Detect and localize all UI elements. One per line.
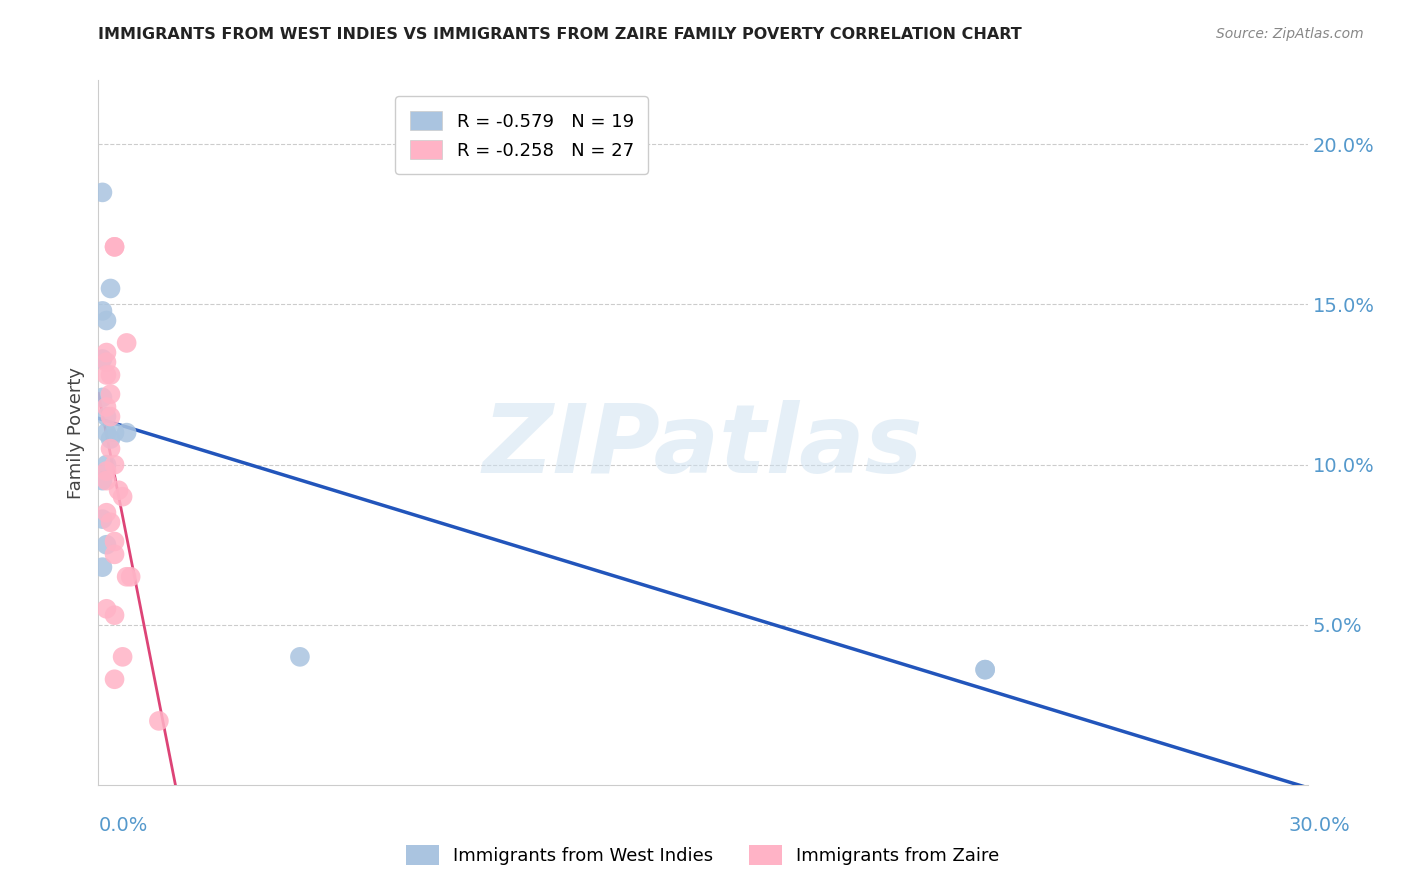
Point <box>100 387 122 401</box>
Point <box>120 570 142 584</box>
Point <box>91 186 114 200</box>
Point <box>288 649 311 664</box>
Point <box>100 409 122 424</box>
Point <box>96 464 118 478</box>
Point <box>91 474 114 488</box>
Text: Source: ZipAtlas.com: Source: ZipAtlas.com <box>1216 27 1364 41</box>
Text: 0.0%: 0.0% <box>98 816 148 835</box>
Point <box>100 281 122 295</box>
Legend: Immigrants from West Indies, Immigrants from Zaire: Immigrants from West Indies, Immigrants … <box>398 836 1008 874</box>
Point <box>96 425 118 440</box>
Point <box>96 474 118 488</box>
Point <box>115 335 138 350</box>
Point <box>103 458 125 472</box>
Point <box>100 442 122 456</box>
Point <box>96 355 118 369</box>
Point <box>100 432 122 446</box>
Point <box>96 313 118 327</box>
Legend: R = -0.579   N = 19, R = -0.258   N = 27: R = -0.579 N = 19, R = -0.258 N = 27 <box>395 96 648 174</box>
Point <box>96 506 118 520</box>
Point <box>96 368 118 382</box>
Point <box>96 345 118 359</box>
Text: 30.0%: 30.0% <box>1288 816 1350 835</box>
Point <box>91 391 114 405</box>
Point <box>148 714 170 728</box>
Point <box>111 649 134 664</box>
Point <box>974 663 997 677</box>
Point <box>91 560 114 574</box>
Point <box>974 663 997 677</box>
Point <box>96 601 118 615</box>
Point <box>96 409 118 424</box>
Point <box>115 570 138 584</box>
Point <box>111 490 134 504</box>
Point <box>103 240 125 254</box>
Point <box>96 458 118 472</box>
Point <box>103 547 125 561</box>
Point <box>100 368 122 382</box>
Point <box>103 425 125 440</box>
Text: IMMIGRANTS FROM WEST INDIES VS IMMIGRANTS FROM ZAIRE FAMILY POVERTY CORRELATION : IMMIGRANTS FROM WEST INDIES VS IMMIGRANT… <box>98 27 1022 42</box>
Point <box>103 534 125 549</box>
Point <box>91 351 114 366</box>
Y-axis label: Family Poverty: Family Poverty <box>66 367 84 499</box>
Point <box>91 512 114 526</box>
Point <box>96 538 118 552</box>
Point <box>103 240 125 254</box>
Point <box>100 516 122 530</box>
Point <box>107 483 129 498</box>
Text: ZIPatlas: ZIPatlas <box>482 401 924 493</box>
Point <box>115 425 138 440</box>
Point <box>91 304 114 318</box>
Point <box>103 673 125 687</box>
Point <box>96 400 118 414</box>
Point <box>103 608 125 623</box>
